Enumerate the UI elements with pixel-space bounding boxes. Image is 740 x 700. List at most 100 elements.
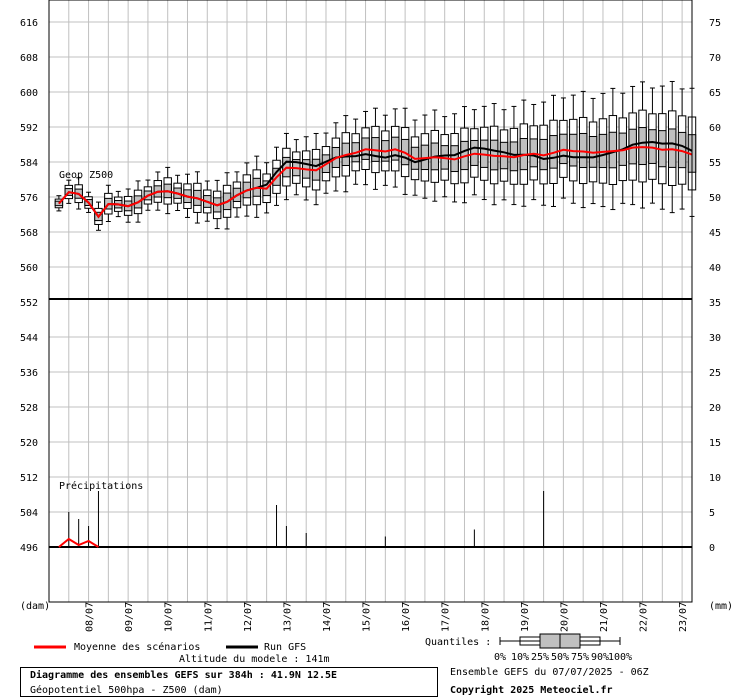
box-336h (608, 87, 618, 211)
legend-quantile-value: 50% (551, 652, 569, 663)
legend-quantile-value: 75% (571, 652, 589, 663)
y-tick-right: 0 (709, 543, 715, 554)
legend-quantile-value: 90% (591, 652, 609, 663)
box-312h (569, 94, 578, 204)
x-tick-label: 16/07 (401, 602, 412, 632)
mean-line (58, 146, 693, 219)
altitude-text: Altitude du modele : 141m (179, 654, 330, 665)
y-tick-right: 55 (709, 158, 721, 169)
panel-label-precip: Précipitations (59, 480, 143, 492)
y-tick-right: 10 (709, 473, 721, 484)
x-tick-label: 10/07 (164, 602, 175, 632)
box-294h (539, 101, 548, 206)
y-tick-left: 608 (20, 53, 38, 64)
x-tick-label: 11/07 (203, 602, 214, 632)
x-tick-label: 23/07 (678, 602, 689, 632)
y-tick-left: 600 (20, 88, 38, 99)
x-tick-label: 12/07 (243, 602, 254, 632)
y-tick-right: 30 (709, 333, 721, 344)
y-tick-right: 60 (709, 123, 721, 134)
box-138h (282, 132, 291, 201)
box-354h (638, 81, 647, 209)
x-tick-label: 17/07 (441, 602, 452, 632)
y-tick-right: 5 (709, 508, 715, 519)
ensemble-info: Ensemble GEFS du 07/07/2025 - 06Z (450, 667, 649, 678)
legend-run-label: Run GFS (264, 642, 306, 653)
y-tick-left: 552 (20, 298, 38, 309)
y-tick-left: 504 (20, 508, 38, 519)
box-306h (559, 97, 568, 199)
y-tick-left: 512 (20, 473, 38, 484)
y-tick-left: 520 (20, 438, 38, 449)
legend-quantile-value: 10% (511, 652, 529, 663)
box-378h (677, 88, 687, 210)
y-tick-left: 616 (20, 18, 38, 29)
box-258h (480, 105, 489, 201)
box-inner (668, 128, 677, 168)
y-tick-left: 592 (20, 123, 38, 134)
copyright: Copyright 2025 Meteociel.fr (450, 685, 613, 696)
box-inner (638, 127, 647, 166)
y-tick-left: 496 (20, 543, 38, 554)
y-tick-left: 576 (20, 193, 38, 204)
box-300h (549, 94, 558, 207)
box-252h (470, 109, 479, 196)
box-288h (529, 103, 538, 201)
box-186h (361, 110, 370, 186)
legend-mean-label: Moyenne des scénarios (74, 641, 200, 653)
y-tick-left: 544 (20, 333, 38, 344)
x-tick-label: 19/07 (520, 602, 531, 632)
y-tick-right: 40 (709, 263, 721, 274)
series-lines (58, 140, 693, 219)
grid (49, 0, 692, 602)
box-264h (489, 103, 499, 206)
legend-quantile-value: 25% (531, 652, 549, 663)
info-box (20, 667, 438, 697)
box-204h (391, 108, 400, 188)
x-tick-label: 20/07 (559, 602, 570, 632)
x-tick-label: 09/07 (124, 602, 135, 632)
precip-mean (58, 537, 99, 548)
precipitation-series (49, 491, 692, 548)
x-tick-label: 14/07 (322, 602, 333, 632)
y-tick-right: 50 (709, 193, 721, 204)
x-tick-label: 08/07 (85, 602, 96, 632)
box-330h (598, 92, 608, 208)
box-270h (499, 109, 509, 201)
y-tick-right: 45 (709, 228, 721, 239)
y-tick-right: 25 (709, 368, 721, 379)
y-ticks-left: 616 608 600 592 584 576 568 560 552 544 536 528 520 5… (20, 18, 38, 554)
y-tick-right: 20 (709, 403, 721, 414)
legend-quantile-glyph (499, 633, 621, 649)
y-tick-right: 65 (709, 88, 721, 99)
box-282h (519, 99, 529, 207)
panel-label-geop: Geop Z500 (59, 170, 113, 181)
y-tick-right: 75 (709, 18, 721, 29)
y-tick-left: 528 (20, 403, 38, 414)
diagram-subtitle: Géopotentiel 500hpa - Z500 (dam) (30, 685, 223, 696)
y-tick-left: 560 (20, 263, 38, 274)
box-222h (420, 114, 430, 199)
y-tick-right: 15 (709, 438, 721, 449)
box-324h (588, 97, 598, 205)
y-tick-left: 584 (20, 158, 38, 169)
box-360h (648, 87, 657, 204)
legend-quantile-values: 0% 10% 25% 50% 75% 90%100% (494, 652, 632, 663)
y-tick-left: 568 (20, 228, 38, 239)
y-tick-right: 35 (709, 298, 721, 309)
unit-left: (dam) (20, 601, 50, 612)
x-tick-label: 18/07 (480, 602, 491, 632)
box-372h (668, 80, 677, 214)
x-tick-label: 21/07 (599, 602, 610, 632)
box-192h (371, 107, 380, 190)
plot-frame (48, 0, 693, 603)
box-318h (578, 90, 588, 209)
x-tick-label: 22/07 (639, 602, 650, 632)
x-tick-label: 13/07 (282, 602, 293, 632)
legend-quantile-value: 100% (608, 652, 632, 663)
box-366h (658, 85, 667, 210)
unit-right: (mm) (709, 601, 733, 612)
legend-quantiles-label: Quantiles : (425, 637, 491, 648)
